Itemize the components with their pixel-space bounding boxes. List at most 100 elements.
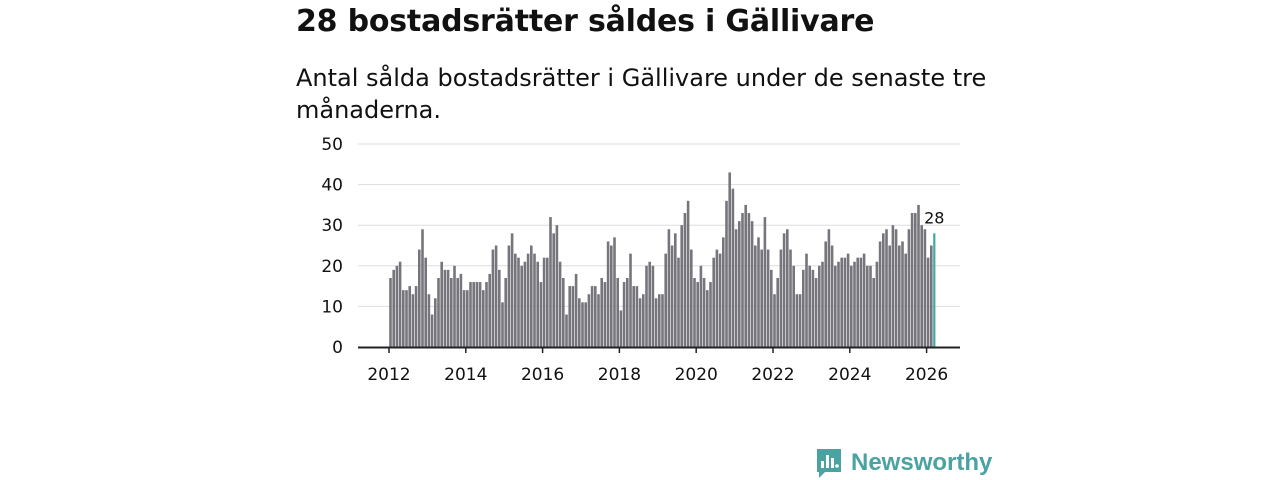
bar bbox=[398, 261, 402, 347]
x-axis-labels: 2012 2014 2016 2018 2020 2022 2024 2026 bbox=[367, 365, 948, 385]
bar bbox=[882, 233, 885, 347]
bar bbox=[894, 229, 898, 347]
bar bbox=[594, 286, 597, 347]
bar bbox=[866, 265, 869, 347]
bar bbox=[638, 298, 642, 347]
bar bbox=[578, 298, 581, 347]
bar bbox=[907, 229, 911, 347]
bar bbox=[658, 294, 661, 347]
x-tick-label: 2026 bbox=[905, 365, 948, 385]
bar bbox=[616, 277, 619, 347]
bar bbox=[898, 245, 901, 347]
bar bbox=[917, 204, 920, 347]
bar bbox=[782, 233, 786, 347]
bar bbox=[648, 261, 651, 347]
bar bbox=[840, 257, 843, 347]
bar bbox=[802, 269, 805, 347]
bar bbox=[651, 265, 655, 347]
bar bbox=[574, 273, 578, 347]
bar bbox=[629, 253, 632, 347]
bar bbox=[722, 237, 725, 347]
bar bbox=[766, 249, 770, 347]
bar bbox=[526, 253, 530, 347]
bar bbox=[850, 265, 853, 347]
bar bbox=[690, 249, 693, 347]
bar bbox=[453, 265, 456, 347]
bar bbox=[600, 277, 603, 347]
bar bbox=[424, 257, 427, 347]
bar bbox=[437, 277, 440, 347]
bar bbox=[402, 290, 405, 347]
last-value-label: 28 bbox=[924, 208, 944, 227]
bar bbox=[667, 229, 671, 347]
y-axis-labels: 0 10 20 30 40 50 bbox=[321, 135, 343, 358]
bar bbox=[427, 294, 431, 347]
bar bbox=[869, 265, 872, 347]
chart-title: 28 bostadsrätter såldes i Gällivare bbox=[296, 4, 875, 39]
bar bbox=[446, 269, 450, 347]
bar bbox=[501, 302, 504, 347]
bar bbox=[853, 261, 856, 347]
bar bbox=[443, 269, 447, 347]
bar bbox=[619, 310, 623, 347]
bar bbox=[584, 302, 587, 347]
bar bbox=[702, 277, 706, 347]
bar bbox=[731, 188, 735, 347]
bar bbox=[494, 245, 498, 347]
bar bbox=[923, 229, 927, 347]
bar bbox=[610, 245, 613, 347]
bar bbox=[571, 286, 575, 347]
bar bbox=[818, 265, 821, 347]
bar bbox=[507, 245, 511, 347]
bar bbox=[498, 269, 501, 347]
bar bbox=[530, 245, 533, 347]
bar bbox=[904, 253, 907, 347]
bar bbox=[389, 277, 392, 347]
bar bbox=[664, 253, 667, 347]
bar bbox=[725, 200, 728, 347]
bar bbox=[709, 282, 712, 347]
bar bbox=[450, 277, 453, 347]
bar bbox=[418, 249, 421, 347]
bar bbox=[846, 253, 850, 347]
bar bbox=[603, 282, 607, 347]
y-tick-label: 50 bbox=[321, 135, 343, 155]
bar bbox=[827, 229, 831, 347]
bar bbox=[642, 294, 645, 347]
chart-subtitle: Antal sålda bostadsrätter i Gällivare un… bbox=[296, 64, 987, 124]
newsworthy-logo-icon bbox=[817, 449, 841, 478]
bar bbox=[440, 261, 443, 347]
bar bbox=[523, 261, 527, 347]
bar bbox=[558, 261, 562, 347]
bar bbox=[392, 269, 395, 347]
bar bbox=[914, 213, 917, 347]
bar bbox=[395, 265, 399, 347]
bar bbox=[478, 282, 482, 347]
bar bbox=[555, 225, 559, 347]
bar bbox=[472, 282, 475, 347]
bar bbox=[405, 290, 408, 347]
bar bbox=[930, 245, 933, 347]
bar bbox=[754, 245, 757, 347]
bar bbox=[776, 277, 779, 347]
bar bbox=[728, 172, 731, 347]
bar bbox=[485, 282, 488, 347]
bar bbox=[626, 277, 629, 347]
newsworthy-logo: Newsworthy bbox=[815, 447, 992, 479]
bar bbox=[686, 200, 690, 347]
bar bbox=[456, 277, 459, 347]
bar bbox=[834, 265, 837, 347]
bar bbox=[645, 265, 648, 347]
bar bbox=[859, 257, 863, 347]
x-tick-label: 2018 bbox=[598, 365, 641, 385]
bar bbox=[693, 277, 696, 347]
bar bbox=[843, 257, 847, 347]
y-tick-label: 40 bbox=[321, 176, 343, 196]
bar bbox=[581, 302, 584, 347]
bar bbox=[773, 294, 776, 347]
bars bbox=[389, 172, 936, 347]
bar bbox=[920, 225, 923, 347]
bar bbox=[779, 249, 783, 347]
x-axis-ticks bbox=[388, 347, 928, 353]
x-tick-label: 2014 bbox=[444, 365, 487, 385]
